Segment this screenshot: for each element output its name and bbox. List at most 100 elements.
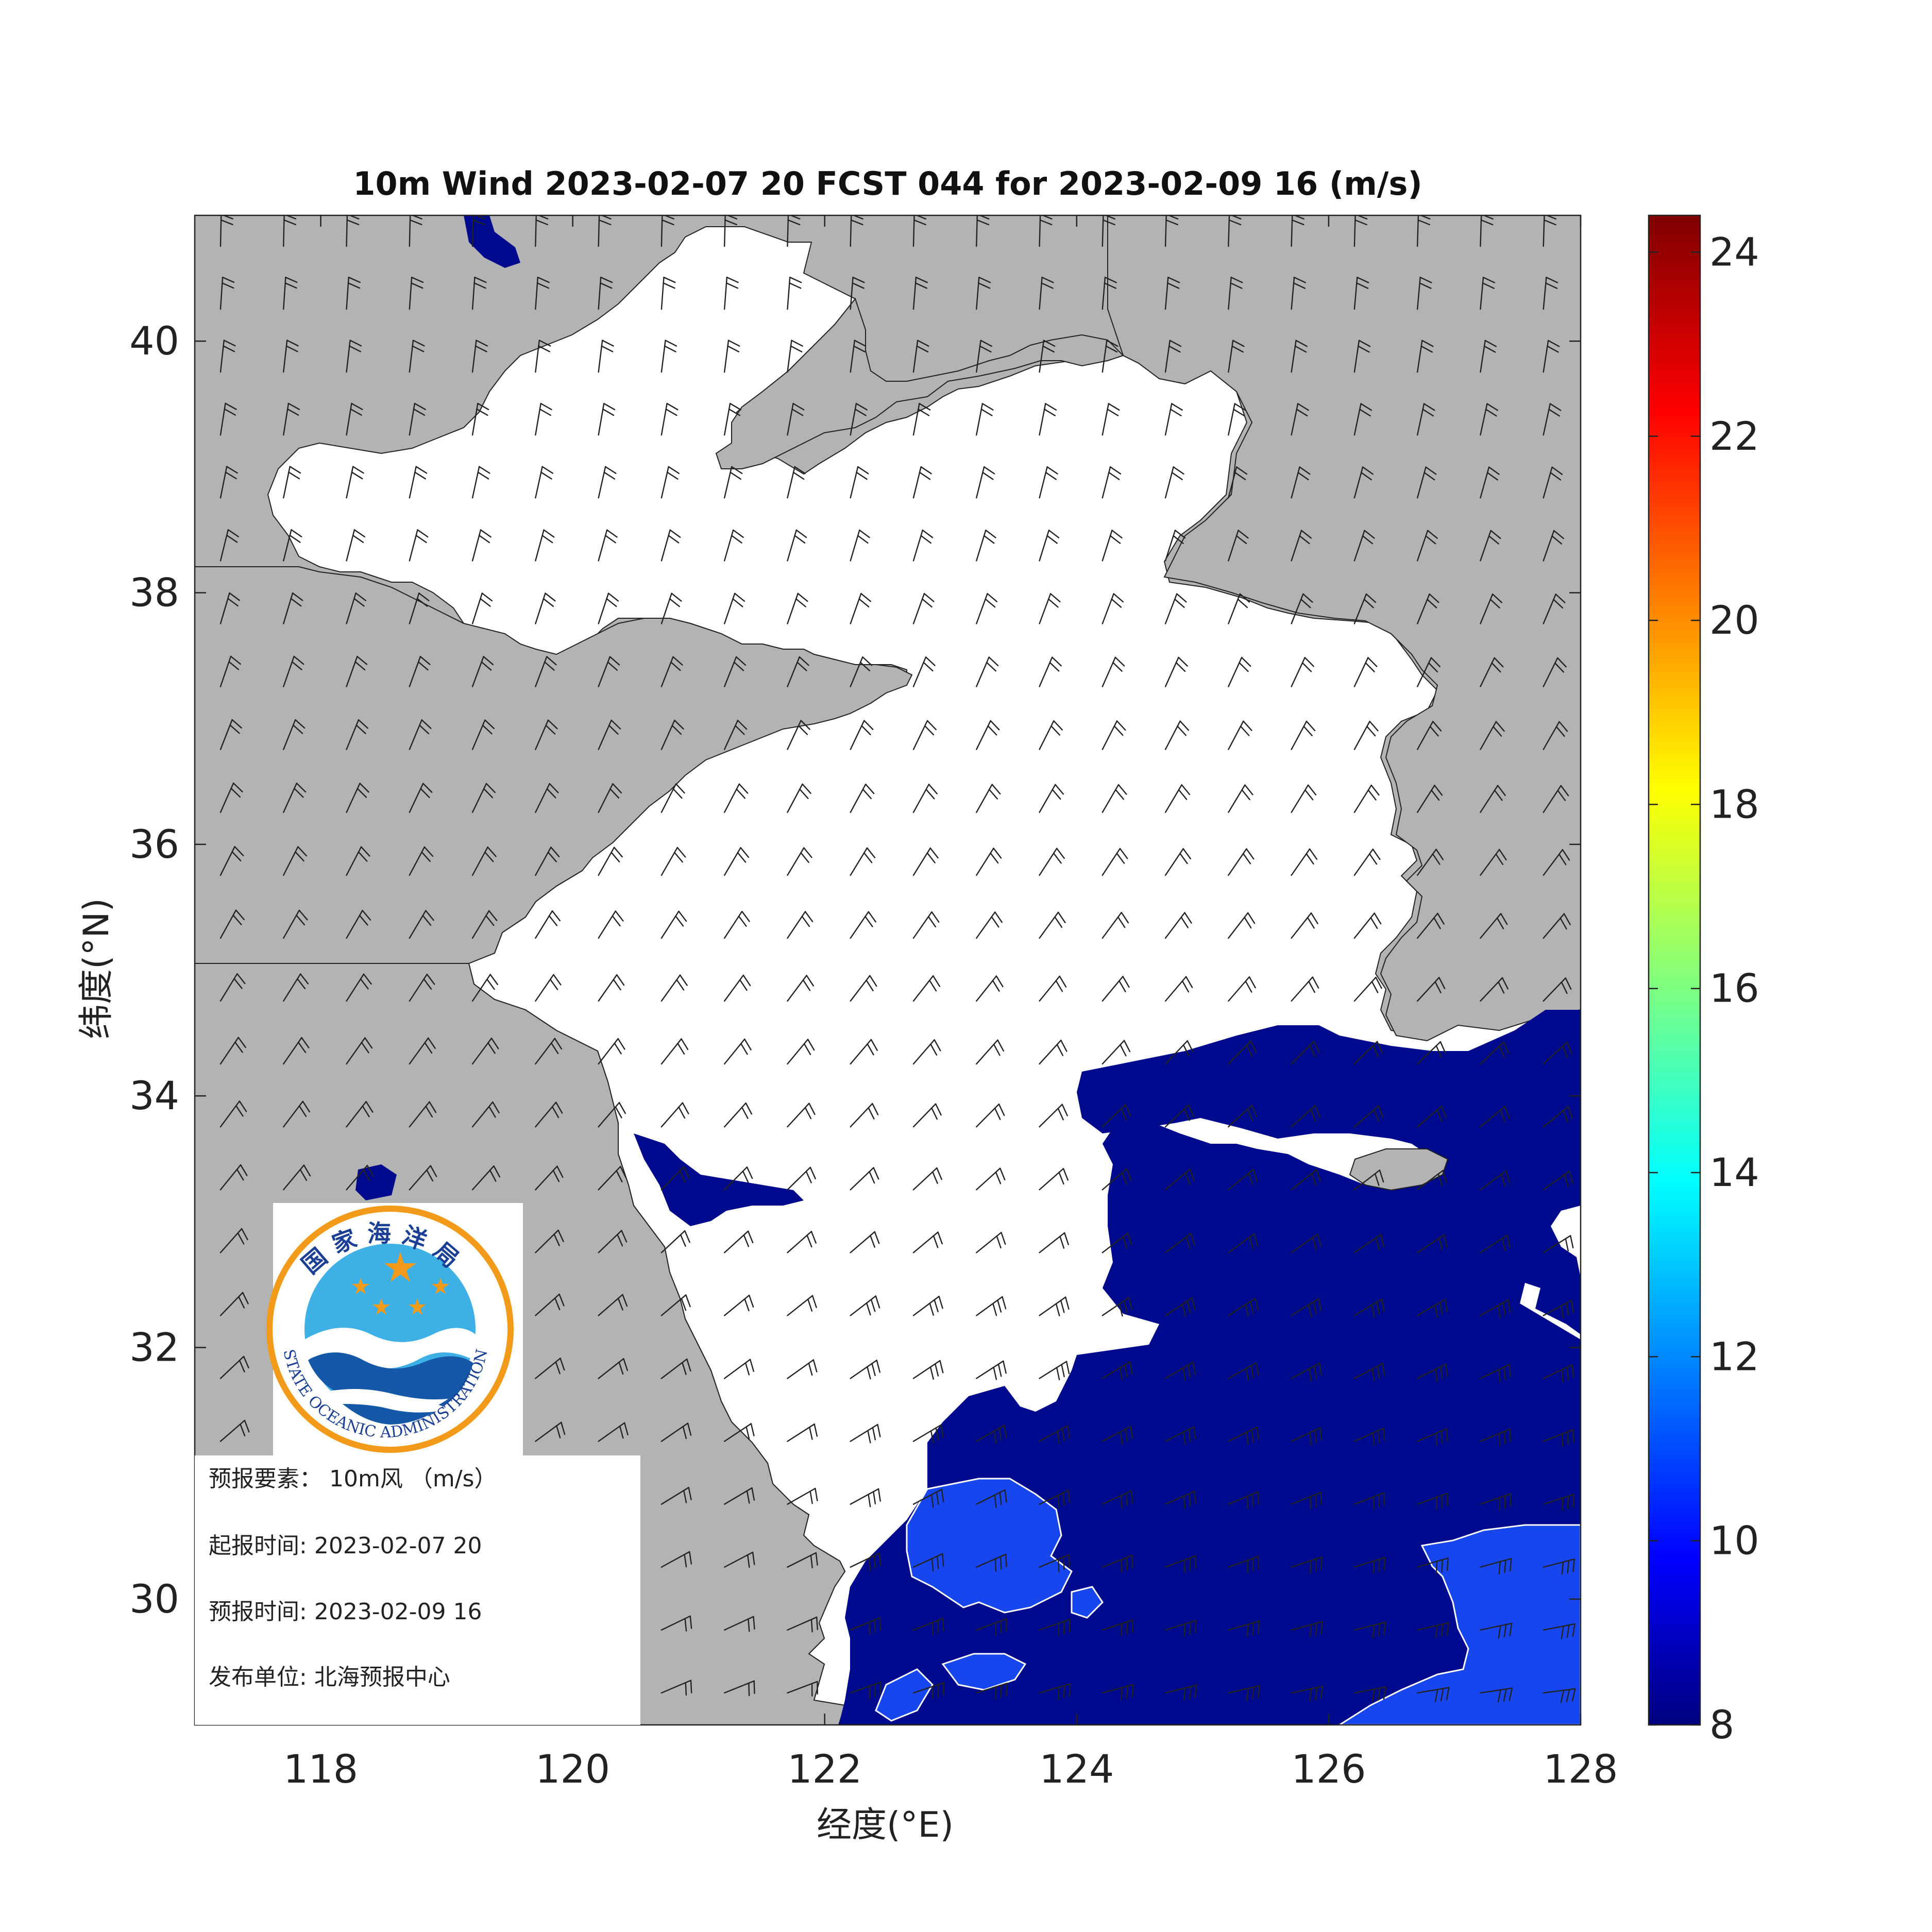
wind-barb	[787, 720, 810, 750]
wind-barb	[1353, 1170, 1384, 1191]
wind-barb	[850, 215, 863, 247]
wind-barb	[912, 592, 935, 624]
wind-barb	[1228, 340, 1245, 373]
wind-barb	[219, 215, 233, 247]
wind-barb	[1228, 1168, 1258, 1191]
wind-barb	[1480, 1170, 1511, 1191]
wind-barb	[1291, 1169, 1321, 1191]
colorbar-ticks: 8 10 12 14 16 18 20 22 24	[1649, 229, 1759, 1748]
wind-barb	[219, 1037, 246, 1065]
wind-barb	[535, 592, 556, 624]
wind-barb	[598, 1358, 629, 1379]
wind-speed-10-region	[1338, 1524, 1581, 1725]
wind-barb	[787, 656, 809, 687]
wind-barb	[1164, 277, 1180, 310]
wind-barb	[1101, 656, 1125, 687]
liaodong-peninsula	[715, 297, 1124, 469]
wind-barb	[912, 1296, 943, 1316]
wind-barb	[1101, 1361, 1133, 1381]
wind-barb	[1101, 1297, 1133, 1317]
wind-barb	[1543, 1364, 1574, 1383]
wind-barb	[723, 1294, 754, 1316]
wind-barb	[409, 910, 434, 939]
colorbar-tick-label: 10	[1709, 1518, 1759, 1564]
wind-barb	[283, 592, 303, 624]
wind-barb	[1480, 1622, 1513, 1639]
wind-barb	[1416, 1493, 1448, 1511]
wind-barb	[723, 403, 742, 436]
colorbar-tick-label: 22	[1709, 413, 1759, 459]
wind-barb	[976, 529, 996, 562]
wind-barb	[723, 910, 750, 939]
wind-barb	[1416, 1363, 1448, 1382]
wind-barb	[535, 1165, 564, 1191]
wind-barb	[1353, 1234, 1385, 1253]
wind-barb	[660, 529, 681, 562]
valid-time-line: 预报时间: 2023-02-09 16	[209, 1599, 482, 1625]
wind-barb	[787, 1616, 818, 1633]
wind-barb	[912, 1039, 941, 1065]
wind-barb	[787, 847, 812, 876]
wind-barb	[1291, 1685, 1324, 1702]
wind-barb	[409, 1101, 437, 1128]
wind-barb	[723, 1680, 755, 1697]
wind-barb	[850, 592, 872, 624]
wind-barb	[346, 1101, 374, 1128]
wind-barb	[976, 720, 1000, 750]
wind-barb	[346, 466, 364, 499]
element-value: 10m风 （m/s）	[329, 1466, 497, 1492]
wind-barb	[535, 215, 549, 247]
wind-barb	[471, 1101, 500, 1128]
wind-barb	[1480, 657, 1504, 687]
wind-barb	[1416, 1622, 1449, 1638]
wind-barb	[1164, 1104, 1194, 1128]
x-tick-label: 118	[283, 1746, 358, 1792]
wind-barb	[1228, 1427, 1259, 1446]
wind-barb	[1291, 530, 1312, 562]
wind-barb	[1164, 1233, 1195, 1253]
wind-barb	[535, 277, 550, 310]
wind-barb	[1480, 977, 1509, 1002]
wind-barb	[723, 215, 738, 247]
wind-barb	[1543, 403, 1562, 436]
wind-barb	[1353, 1427, 1385, 1446]
wind-barb	[219, 909, 245, 939]
wind-barb	[850, 1103, 879, 1128]
island-land	[1349, 1148, 1449, 1191]
wind-barb	[1101, 976, 1130, 1002]
wind-barb	[976, 593, 998, 624]
wind-barb	[1228, 976, 1256, 1002]
wind-barb	[660, 1102, 689, 1128]
wind-barb	[723, 1102, 753, 1128]
wind-barb	[1480, 785, 1506, 813]
wind-barb	[1416, 1105, 1447, 1128]
wind-barb	[535, 783, 559, 813]
wind-barb	[1543, 721, 1568, 750]
wind-barb	[912, 466, 932, 499]
wind-barb	[1101, 1554, 1133, 1573]
wind-barb	[471, 656, 494, 687]
wind-barb	[1480, 215, 1494, 247]
wind-barb	[1291, 593, 1313, 624]
wind-barb	[1543, 1106, 1573, 1128]
korean-peninsula	[1107, 215, 1581, 1042]
wind-barb	[660, 910, 687, 939]
wind-barb	[598, 974, 625, 1002]
wind-barb	[346, 402, 363, 436]
wind-barb	[1164, 720, 1190, 750]
wind-barb	[1101, 530, 1123, 562]
wind-barb	[723, 1359, 755, 1379]
wind-barb	[535, 1293, 565, 1316]
y-tick-label: 34	[129, 1073, 179, 1118]
wind-barb	[1228, 848, 1255, 876]
wind-barb	[787, 1166, 816, 1191]
wind-barb	[1416, 785, 1443, 813]
wind-barb	[283, 340, 299, 373]
wind-barb	[1039, 1425, 1070, 1445]
wind-barb	[1101, 911, 1129, 939]
wind-barb	[912, 529, 934, 562]
y-tick-label: 32	[129, 1325, 179, 1370]
wind-barb	[1101, 1426, 1133, 1445]
wind-barb	[1291, 848, 1318, 876]
wind-barb	[660, 340, 677, 373]
